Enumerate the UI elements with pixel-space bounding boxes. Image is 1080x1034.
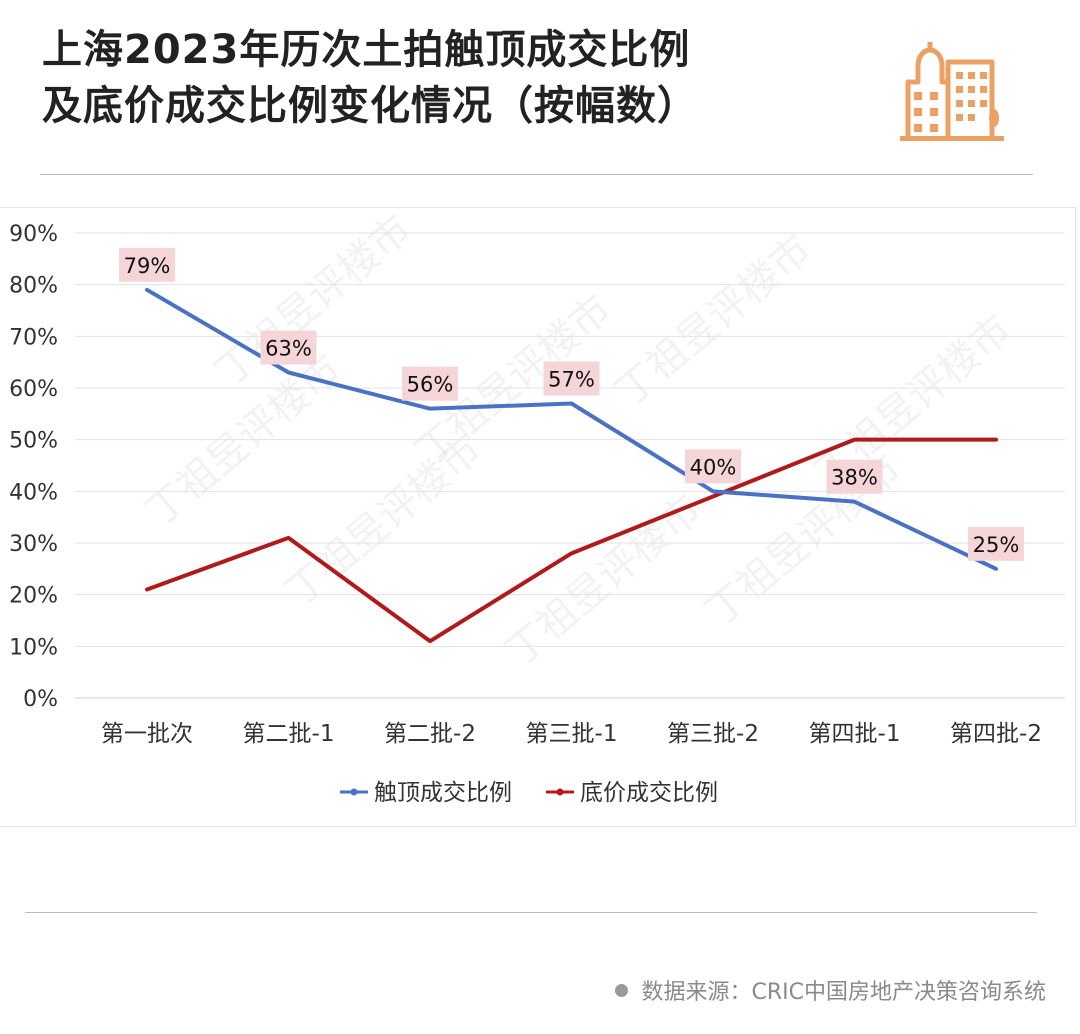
data-label: 40% [685, 449, 741, 484]
data-label-background [968, 526, 1024, 561]
data-source-text: 数据来源：CRIC中国房地产决策咨询系统 [641, 980, 1047, 1005]
y-tick-label: 80% [9, 274, 58, 299]
x-tick-label: 第二批-2 [384, 721, 476, 747]
y-tick-label: 90% [9, 222, 58, 247]
y-tick-label: 0% [23, 687, 58, 712]
data-labels: 79% 63% 56% 57% 40% 38% 25% [119, 247, 1024, 561]
data-source-note: 数据来源：CRIC中国房地产决策咨询系统 [614, 974, 1047, 1006]
city-buildings-icon [900, 42, 1004, 141]
legend-label: 触顶成交比例 [374, 780, 512, 806]
data-label: 57% [543, 361, 600, 396]
watermark-text: 丁祖昱评楼市 [277, 426, 490, 616]
x-tick-label: 第三批-2 [667, 721, 759, 747]
x-tick-label: 第一批次 [101, 721, 193, 747]
y-tick-label: 70% [9, 325, 58, 350]
data-label: 63% [260, 330, 317, 365]
data-label-background [826, 459, 883, 494]
legend-label: 底价成交比例 [580, 780, 718, 806]
series-line-floor-price [145, 437, 998, 644]
legend-item-floor-price: 底价成交比例 [546, 780, 718, 806]
x-tick-label: 第四批-2 [950, 721, 1042, 747]
data-label-text: 25% [973, 533, 1020, 557]
data-label-background [685, 449, 741, 484]
data-label-text: 63% [265, 337, 312, 361]
y-tick-label: 30% [9, 532, 58, 557]
data-label: 25% [968, 526, 1024, 561]
header-divider [40, 174, 1033, 175]
chart-area: 丁祖昱评楼市 丁祖昱评楼市 丁祖昱评楼市 丁祖昱评楼市 丁祖昱评楼市 丁祖昱评楼市 丁祖昱评… [0, 207, 1076, 827]
y-tick-label: 60% [9, 377, 58, 402]
data-label-background [402, 366, 458, 401]
y-tick-label: 50% [9, 429, 58, 454]
data-label-text: 57% [548, 368, 595, 392]
series-lines [145, 287, 998, 644]
chart-grid [75, 232, 1065, 699]
bullet-dot-icon [614, 984, 628, 997]
chart-title-line-2: 及底价成交比例变化情况（按幅数） [42, 83, 698, 129]
y-axis: 0% 10% 20% 30% 40% 50% 60% 70% 80% 90% [9, 222, 58, 712]
data-label-text: 40% [690, 455, 737, 479]
footer-divider [25, 912, 1037, 913]
chart-legend: 触顶成交比例 底价成交比例 [340, 780, 718, 806]
series-line-top-price [145, 287, 998, 571]
data-label-background [543, 361, 600, 396]
data-label-background [119, 247, 175, 282]
y-tick-label: 10% [9, 635, 58, 660]
legend-swatch-marker [556, 788, 564, 796]
watermark-text: 丁祖昱评楼市 [607, 226, 820, 416]
x-tick-label: 第二批-1 [243, 721, 335, 747]
x-tick-label: 第三批-1 [526, 721, 618, 747]
data-label-text: 38% [831, 466, 878, 490]
x-axis: 第一批次 第二批-1 第二批-2 第三批-1 第三批-2 第四批-1 第四批-2 [101, 721, 1042, 747]
chart-title: 上海2023年历次土拍触顶成交比例 及底价成交比例变化情况（按幅数） [42, 22, 862, 134]
chart-title-line-1: 上海2023年历次土拍触顶成交比例 [42, 27, 691, 73]
y-tick-label: 20% [9, 584, 58, 609]
data-label-background [260, 330, 317, 365]
x-tick-label: 第四批-1 [809, 721, 901, 747]
data-label: 79% [119, 247, 175, 282]
legend-swatch-marker [350, 788, 358, 796]
y-tick-label: 40% [9, 480, 58, 505]
data-label-text: 79% [124, 254, 171, 278]
data-label-text: 56% [407, 373, 454, 397]
data-label: 56% [402, 366, 458, 401]
data-label: 38% [826, 459, 883, 494]
legend-item-top-price: 触顶成交比例 [340, 780, 512, 806]
